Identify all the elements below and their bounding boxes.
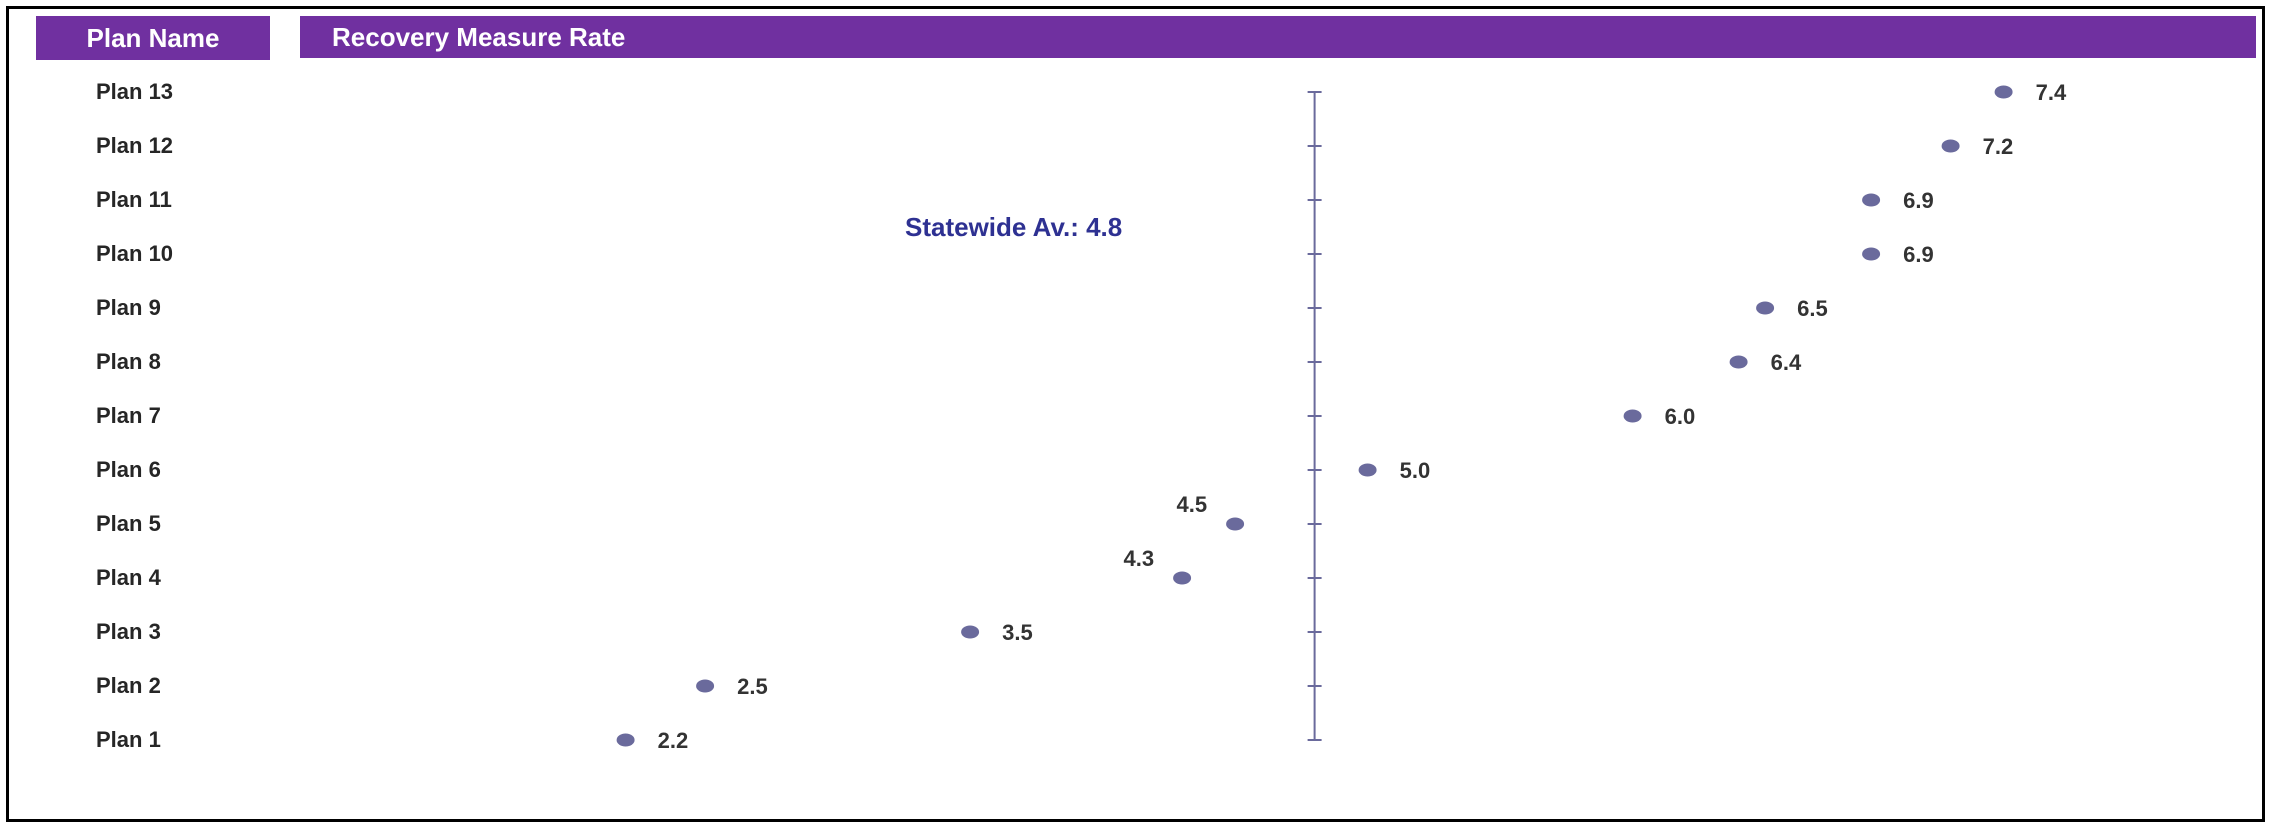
data-point-plan-1 — [616, 733, 635, 747]
value-label-plan-2: 2.5 — [737, 674, 768, 699]
row-label-plan-8: Plan 8 — [96, 349, 161, 374]
value-label-plan-9: 6.5 — [1797, 296, 1828, 321]
row-label-plan-2: Plan 2 — [96, 673, 161, 698]
row-label-plan-3: Plan 3 — [96, 619, 161, 644]
data-point-plan-11 — [1862, 193, 1881, 207]
value-label-plan-8: 6.4 — [1771, 350, 1802, 375]
value-label-plan-3: 3.5 — [1002, 620, 1033, 645]
value-label-plan-10: 6.9 — [1903, 242, 1934, 267]
data-point-plan-9 — [1756, 301, 1775, 315]
row-label-plan-9: Plan 9 — [96, 295, 161, 320]
data-point-plan-8 — [1729, 355, 1748, 369]
plan-name-header-label: Plan Name — [86, 22, 220, 53]
chart-frame — [6, 6, 2265, 822]
row-label-plan-11: Plan 11 — [96, 187, 172, 212]
value-label-plan-13: 7.4 — [2036, 80, 2067, 105]
data-point-plan-4 — [1173, 571, 1192, 585]
value-label-plan-1: 2.2 — [658, 728, 689, 753]
row-label-plan-13: Plan 13 — [96, 79, 174, 104]
value-label-plan-11: 6.9 — [1903, 188, 1934, 213]
data-point-plan-12 — [1941, 139, 1960, 153]
data-point-plan-7 — [1623, 409, 1642, 423]
data-point-plan-5 — [1226, 517, 1245, 531]
plan-name-header: Plan Name — [36, 16, 270, 60]
recovery-rate-header: Recovery Measure Rate — [300, 16, 2256, 58]
data-point-plan-2 — [696, 679, 715, 693]
row-label-plan-6: Plan 6 — [96, 457, 161, 482]
data-point-plan-6 — [1358, 463, 1377, 477]
row-label-plan-7: Plan 7 — [96, 403, 161, 428]
row-label-plan-10: Plan 10 — [96, 241, 174, 266]
row-label-plan-5: Plan 5 — [96, 511, 161, 536]
recovery-rate-header-label: Recovery Measure Rate — [332, 21, 626, 52]
value-label-plan-6: 5.0 — [1400, 458, 1431, 483]
value-label-plan-7: 6.0 — [1665, 404, 1696, 429]
data-point-plan-10 — [1862, 247, 1881, 261]
value-label-plan-4: 4.3 — [1124, 546, 1155, 571]
row-label-plan-12: Plan 12 — [96, 133, 174, 158]
value-label-plan-12: 7.2 — [1983, 134, 2014, 159]
row-label-plan-4: Plan 4 — [96, 565, 161, 590]
data-point-plan-3 — [961, 625, 980, 639]
value-label-plan-5: 4.5 — [1177, 492, 1208, 517]
statewide-average-label: Statewide Av.: 4.8 — [905, 212, 1123, 242]
row-label-plan-1: Plan 1 — [96, 727, 161, 752]
data-point-plan-13 — [1994, 85, 2013, 99]
